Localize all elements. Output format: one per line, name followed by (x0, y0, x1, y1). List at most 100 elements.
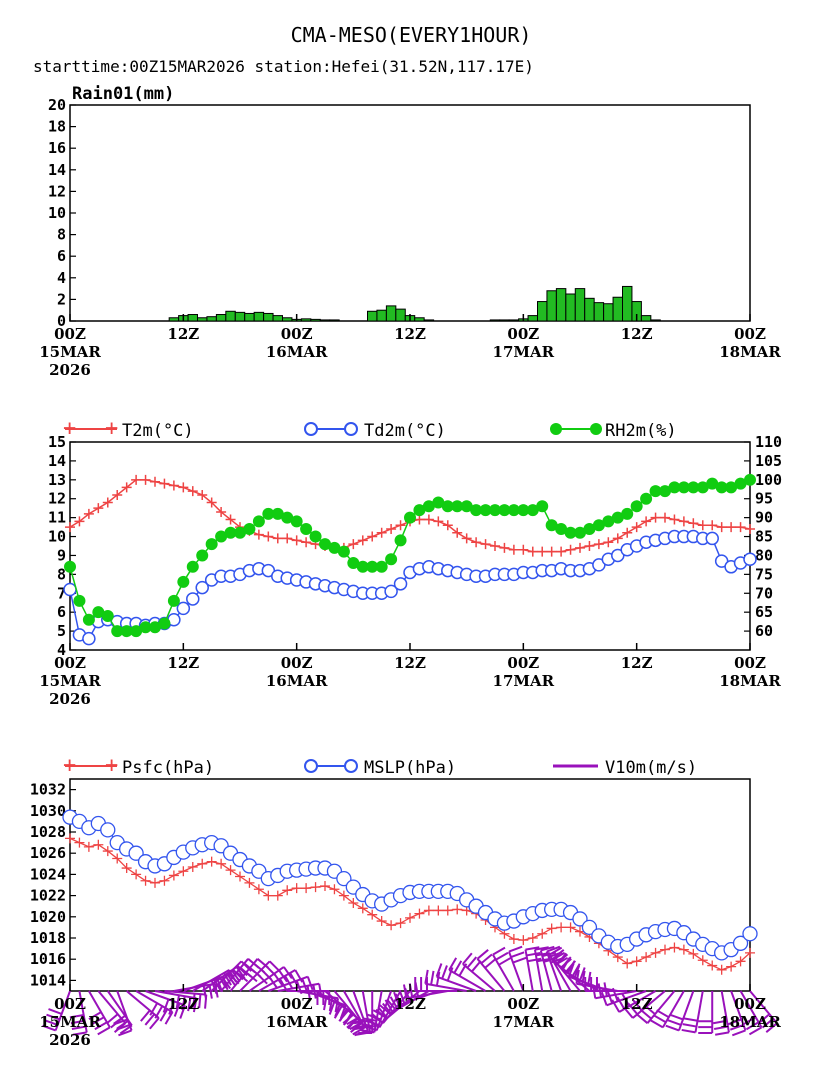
x-tick-label: 12Z (167, 325, 199, 343)
t2m-point (423, 514, 434, 525)
rh2m-point (252, 515, 265, 528)
wind-barb-feather (164, 1011, 174, 1025)
wind-barb-staff (248, 966, 285, 992)
t2m-point (102, 497, 113, 508)
wind-barb-feather (424, 969, 429, 984)
rh2m-point (281, 511, 294, 524)
rain-bar (168, 317, 180, 322)
wind-barb-feather (208, 984, 213, 999)
x-tick-date: 15MAR (39, 672, 101, 690)
wind-barb-feather (446, 967, 454, 981)
psfc-point (93, 839, 104, 850)
rh2m-point (196, 549, 209, 562)
wind-barb-feather (476, 949, 489, 960)
rain-bar (508, 319, 520, 322)
legend-mslp-marker-b (344, 759, 358, 773)
mslp-point (742, 926, 758, 942)
x-tick-date: 17MAR (493, 1013, 555, 1031)
wind-barb-feather (714, 1031, 730, 1036)
t2m-point (546, 546, 557, 557)
x-tick-label: 12Z (167, 995, 199, 1013)
wind-barb-feather (727, 1018, 742, 1026)
wind-barb-feather (556, 952, 568, 965)
x-tick-label: 12Z (394, 325, 426, 343)
wind-barb-feather (480, 953, 493, 965)
wind-barb-feather (94, 1021, 108, 1031)
rh2m-point (319, 538, 331, 551)
psfc-point (225, 865, 236, 876)
t2m-point (263, 531, 274, 542)
rh2m-point (734, 477, 747, 490)
rh2m-point (130, 625, 143, 638)
psfc-point (650, 947, 661, 958)
temperature-panel: + + T2m(°C) Td2m(°C) RH2m(%) 45678910111… (39, 416, 782, 708)
rain-bar (319, 319, 331, 322)
psfc-point (678, 944, 689, 955)
t2m-point (745, 523, 755, 534)
y-tick-label: 4 (57, 269, 66, 287)
y-tick-label: 18 (48, 118, 66, 136)
rain-bar (244, 312, 255, 322)
legend-td2m-label: Td2m(°C) (364, 421, 446, 441)
y-tick-label: 20 (48, 96, 66, 114)
wind-barb-feather (382, 1002, 393, 1015)
wind-barb-feather (549, 946, 563, 956)
y-tick-label-right: 95 (755, 490, 773, 508)
td2m-point (82, 631, 96, 646)
wind-barb-staff (406, 990, 448, 1000)
y-tick-label: 14 (48, 161, 66, 179)
psfc-point (150, 877, 160, 888)
rain-bar (310, 318, 321, 322)
wind-barb-feather (495, 951, 509, 961)
rh2m-point (441, 500, 454, 513)
td2m-point (186, 592, 200, 606)
rh2m-point (186, 560, 199, 573)
wind-barb-staff (720, 990, 730, 1033)
wind-barb-staff (220, 958, 249, 992)
wind-barb-feather (198, 994, 202, 1009)
x-tick-label: 12Z (621, 995, 653, 1013)
wind-barb-feather (88, 1011, 102, 1020)
rain-bar (187, 314, 199, 322)
t2m-point (622, 527, 633, 538)
legend-t2m-marker-b: + (105, 416, 118, 441)
t2m-point (565, 544, 576, 555)
rh2m-point (243, 522, 256, 535)
rh2m-point (309, 530, 322, 543)
psfc-point (414, 908, 425, 919)
y-tick-label: 12 (48, 182, 66, 200)
psfc-point (112, 853, 123, 864)
wind-barb-feather (712, 1019, 728, 1025)
psfc-point (735, 956, 746, 967)
rain-bar (263, 312, 274, 322)
psfc-point (442, 905, 453, 916)
x-tick-date: 18MAR (719, 672, 781, 690)
x-tick-label: 00Z (507, 325, 539, 343)
wind-barb-feather (761, 1017, 774, 1029)
rain-bar (555, 288, 567, 322)
x-tick-date: 17MAR (493, 672, 555, 690)
wind-barb-staff (739, 990, 763, 1028)
rh2m-point (687, 481, 700, 494)
wind-barb-feather (603, 982, 608, 997)
wind-barb-staff (436, 975, 477, 992)
wind-barb-feather (534, 946, 549, 951)
wind-barb-feather (745, 1021, 760, 1031)
rh2m-point (470, 504, 483, 517)
t2m-point (414, 514, 425, 525)
rain-bar (414, 317, 425, 322)
rain-bar (367, 310, 378, 322)
t2m-point (452, 527, 463, 538)
wind-barb-feather (606, 989, 614, 1004)
wind-barb-feather (361, 1023, 376, 1028)
wind-barb-feather (566, 960, 576, 974)
psfc-point (235, 871, 245, 882)
wind-barb-staff (425, 982, 467, 992)
wind-barb-feather (144, 1013, 156, 1026)
y-tick-label-right: 110 (755, 433, 782, 451)
wind-barb-feather (159, 1008, 169, 1022)
rain-bar (225, 310, 236, 322)
wind-barb-feather (581, 970, 586, 985)
